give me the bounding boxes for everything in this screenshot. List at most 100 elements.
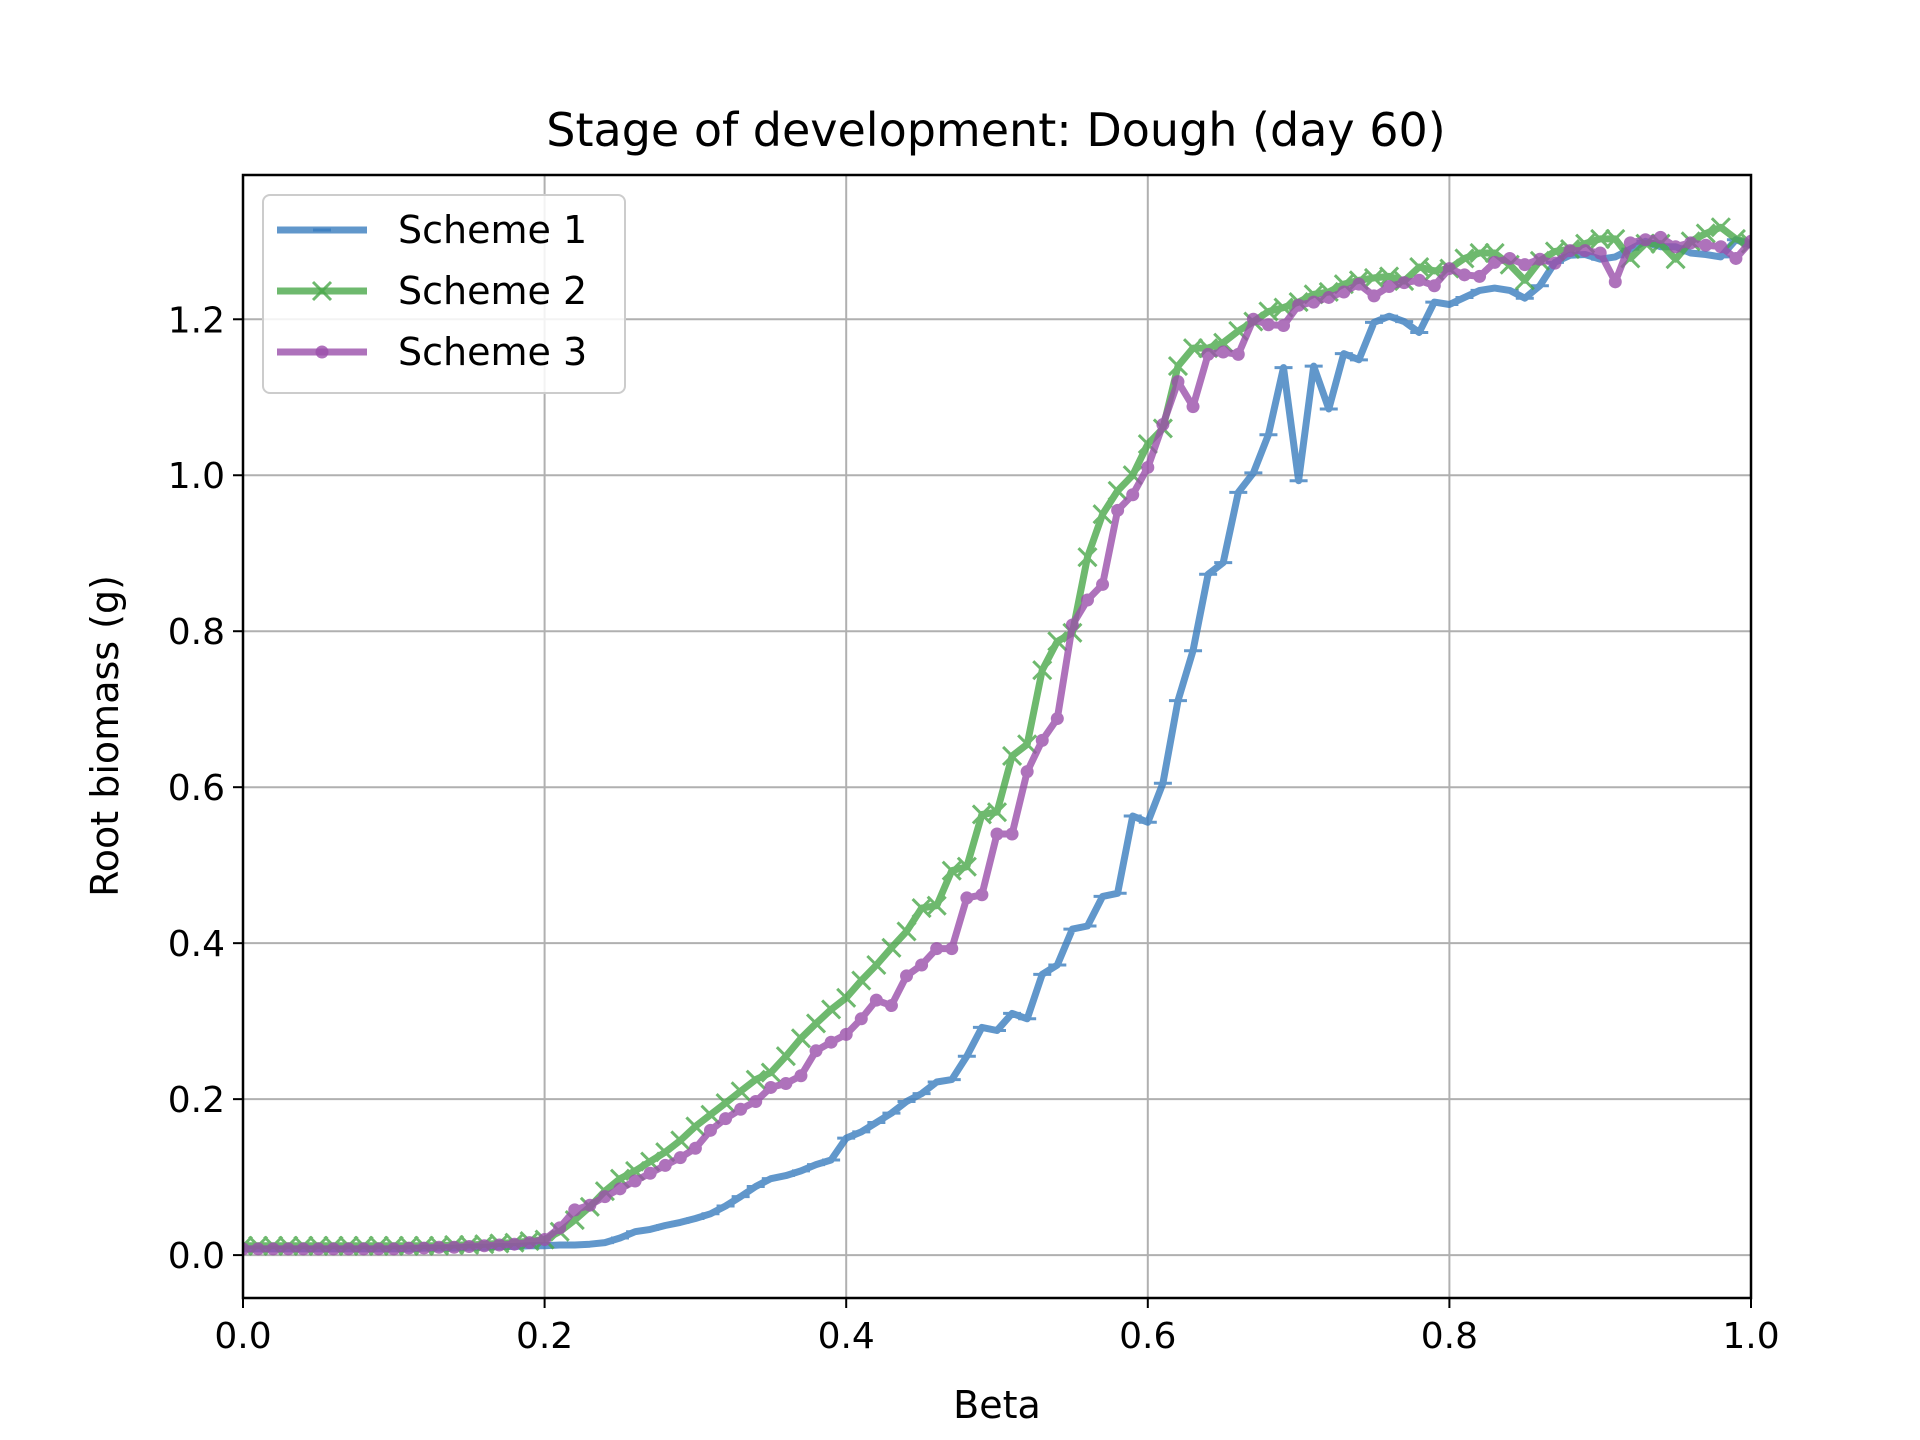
y-tick-label: 1.2	[168, 300, 225, 341]
data-point-scheme-2	[1590, 228, 1611, 250]
data-point-scheme-3	[1277, 319, 1291, 333]
data-point-scheme-3	[1292, 298, 1306, 312]
data-point-scheme-3	[523, 1236, 537, 1250]
data-point-scheme-3	[975, 888, 989, 902]
data-point-scheme-2	[1017, 734, 1038, 755]
data-point-scheme-3	[1714, 240, 1728, 254]
data-point-scheme-3	[1518, 258, 1532, 272]
data-point-scheme-3	[1638, 233, 1652, 247]
data-point-scheme-3	[1035, 733, 1049, 747]
data-point-scheme-3	[1005, 827, 1019, 841]
data-point-scheme-3	[719, 1112, 733, 1126]
data-point-scheme-3	[1548, 256, 1562, 270]
data-point-scheme-2	[1107, 480, 1128, 501]
data-point-scheme-3	[673, 1151, 687, 1165]
data-point-scheme-3	[1352, 277, 1366, 291]
data-point-scheme-2	[956, 856, 977, 877]
data-point-scheme-3	[296, 1242, 310, 1256]
data-point-scheme-2	[1469, 242, 1490, 264]
data-point-scheme-3	[1231, 347, 1245, 361]
data-point-scheme-3	[884, 999, 898, 1013]
data-point-scheme-3	[1186, 400, 1200, 414]
data-point-scheme-2	[1182, 338, 1204, 359]
data-point-scheme-2	[1032, 660, 1053, 681]
data-point-scheme-3	[1382, 280, 1396, 294]
data-point-scheme-2	[1710, 217, 1731, 238]
data-point-scheme-3	[1669, 240, 1683, 254]
data-point-scheme-3	[326, 1242, 340, 1256]
data-point-scheme-2	[1092, 504, 1113, 525]
data-point-scheme-3	[960, 891, 974, 905]
data-point-scheme-3	[311, 1242, 325, 1256]
data-point-scheme-3	[1216, 345, 1230, 359]
data-point-scheme-3	[583, 1198, 597, 1212]
data-point-scheme-3	[1307, 295, 1321, 309]
y-tick-label: 0.0	[168, 1236, 225, 1277]
legend-box	[262, 194, 626, 394]
data-point-scheme-3	[417, 1241, 431, 1255]
legend-entry-scheme-1: Scheme 1	[277, 208, 587, 252]
data-point-scheme-3	[1563, 244, 1577, 258]
data-point-scheme-3	[1065, 618, 1079, 632]
data-point-scheme-3	[1201, 347, 1215, 361]
data-point-scheme-3	[945, 942, 959, 956]
data-point-scheme-3	[779, 1077, 793, 1091]
data-point-scheme-2	[926, 895, 947, 916]
data-point-scheme-3	[839, 1027, 853, 1041]
data-point-scheme-3	[1337, 285, 1351, 299]
data-point-scheme-3	[266, 1242, 280, 1256]
plot-frame	[241, 173, 1753, 1300]
data-point-scheme-2	[851, 970, 872, 991]
y-axis-label: Root biomass (g)	[83, 575, 127, 897]
series-scheme-3	[243, 230, 1751, 1256]
data-point-scheme-3	[507, 1237, 521, 1251]
data-point-scheme-3	[734, 1102, 748, 1116]
data-point-scheme-2	[1167, 356, 1189, 377]
data-point-scheme-3	[1623, 236, 1637, 250]
legend-marker	[315, 345, 329, 359]
data-point-scheme-3	[1367, 289, 1381, 303]
data-point-scheme-3	[749, 1094, 763, 1108]
data-point-scheme-2	[1725, 228, 1746, 250]
data-point-scheme-3	[1156, 418, 1170, 432]
data-point-scheme-3	[824, 1035, 838, 1049]
data-point-scheme-2	[1454, 248, 1475, 269]
series-layer	[243, 217, 1751, 1256]
data-point-scheme-3	[1654, 230, 1668, 244]
data-point-scheme-3	[1171, 375, 1185, 389]
data-point-scheme-3	[462, 1240, 476, 1254]
data-point-scheme-3	[1080, 593, 1094, 607]
legend-marker	[311, 280, 333, 302]
data-point-scheme-2	[1605, 228, 1626, 250]
data-point-scheme-2	[1213, 332, 1234, 353]
data-point-scheme-3	[1593, 246, 1607, 260]
data-point-scheme-3	[900, 969, 914, 983]
data-point-scheme-2	[1077, 547, 1098, 568]
data-point-scheme-3	[869, 993, 883, 1007]
legend-entry-scheme-3: Scheme 3	[277, 330, 587, 374]
data-point-scheme-3	[794, 1069, 808, 1083]
data-point-scheme-3	[1488, 255, 1502, 269]
data-point-scheme-3	[281, 1242, 295, 1256]
data-point-scheme-3	[1322, 290, 1336, 304]
x-tick-label: 0.8	[1421, 1316, 1478, 1357]
legend-label: Scheme 3	[398, 330, 587, 374]
data-point-scheme-3	[372, 1242, 386, 1256]
data-point-scheme-3	[1050, 712, 1064, 726]
data-point-scheme-3	[990, 827, 1004, 841]
ticks: 0.0 0.2 0.4 0.6 0.8 1.0 0.0 0.2 0.4 0.6 0.8 1.0 1.2	[168, 300, 1780, 1357]
data-point-scheme-3	[809, 1044, 823, 1058]
data-point-scheme-3	[1111, 503, 1125, 517]
data-point-scheme-3	[764, 1080, 778, 1094]
data-point-scheme-3	[1246, 312, 1260, 326]
y-tick-label: 0.8	[168, 612, 225, 653]
data-point-scheme-2	[715, 1092, 736, 1114]
data-point-scheme-3	[387, 1242, 401, 1256]
data-point-scheme-3	[643, 1166, 657, 1180]
data-point-scheme-3	[1684, 236, 1698, 250]
data-point-scheme-3	[1608, 275, 1622, 289]
grid	[242, 175, 1752, 1298]
data-point-scheme-3	[477, 1239, 491, 1253]
data-point-scheme-3	[553, 1221, 567, 1235]
